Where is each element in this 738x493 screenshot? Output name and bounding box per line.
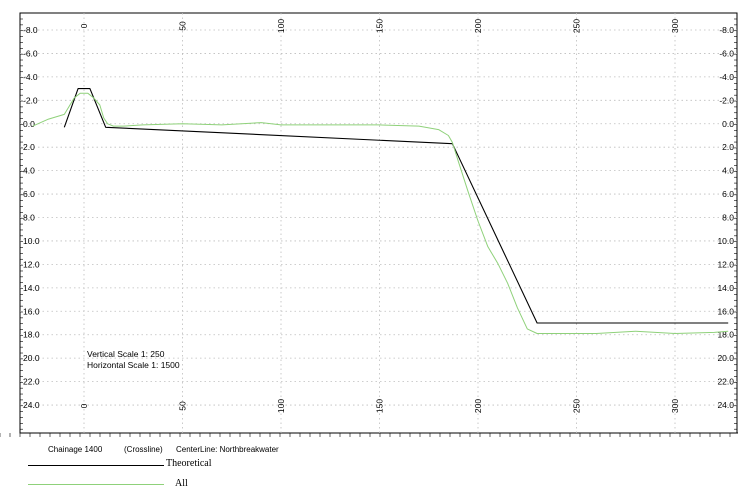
y-tick-label-left: 18.0 (23, 330, 40, 340)
legend-theoretical-swatch (28, 465, 164, 466)
plot-frame (0, 12, 738, 437)
x-tick-label-top: 250 (572, 19, 582, 33)
y-tick-label-right: 12.0 (717, 259, 734, 269)
y-tick-label-right: 6.0 (722, 189, 734, 199)
y-tick-label-right: 18.0 (717, 330, 734, 340)
y-axis-ticks: -8.0 -8.0 -6.0 -6.0 -4.0 -4.0 -2.0 -2.0 0.0 0.0 2.… (23, 25, 734, 410)
y-tick-label-left: 20.0 (23, 353, 40, 363)
y-tick-label-left: -8.0 (23, 25, 38, 35)
y-tick-label-right: -4.0 (719, 72, 734, 82)
y-tick-label-right: 14.0 (717, 283, 734, 293)
y-tick-label-right: -2.0 (719, 95, 734, 105)
y-tick-label-right: 22.0 (717, 377, 734, 387)
x-tick-label-bottom: 200 (473, 399, 483, 413)
y-tick-label-right: 8.0 (722, 213, 734, 223)
y-tick-label-left: 2.0 (23, 142, 35, 152)
y-tick-label-left: 0.0 (23, 119, 35, 129)
y-tick-label-right: -6.0 (719, 48, 734, 58)
y-tick-label-left: 16.0 (23, 306, 40, 316)
series-lines (32, 88, 729, 334)
y-tick-label-right: 10.0 (717, 236, 734, 246)
y-tick-label-left: 22.0 (23, 377, 40, 387)
y-tick-label-left: 14.0 (23, 283, 40, 293)
y-tick-label-left: 4.0 (23, 166, 35, 176)
legend-all-swatch (28, 484, 164, 485)
legend-theoretical-label: Theoretical (166, 458, 212, 469)
x-tick-label-top: 0 (79, 23, 89, 28)
grid (20, 13, 738, 433)
x-tick-label-bottom: 150 (375, 399, 385, 413)
y-tick-label-left: 6.0 (23, 189, 35, 199)
y-tick-label-right: 0.0 (722, 119, 734, 129)
x-tick-label-top: 200 (473, 19, 483, 33)
crossline-label: (Crossline) (124, 445, 163, 454)
y-tick-label-right: -8.0 (719, 25, 734, 35)
x-tick-label-bottom: 0 (79, 403, 89, 408)
y-tick-label-right: 4.0 (722, 166, 734, 176)
y-tick-label-right: 16.0 (717, 306, 734, 316)
y-tick-label-left: 8.0 (23, 213, 35, 223)
series-line-all (32, 92, 729, 334)
y-tick-label-left: -6.0 (23, 48, 38, 58)
chainage-label: Chainage 1400 (48, 445, 103, 454)
plot-border (19, 12, 738, 434)
y-tick-label-left: 10.0 (23, 236, 40, 246)
y-tick-label-right: 24.0 (717, 400, 734, 410)
x-tick-label-bottom: 100 (276, 399, 286, 413)
y-tick-label-right: 20.0 (717, 353, 734, 363)
x-tick-label-bottom: 50 (178, 401, 188, 411)
y-tick-label-right: 2.0 (722, 142, 734, 152)
y-tick-label-left: -2.0 (23, 95, 38, 105)
scale-annotation: Vertical Scale 1: 250 (87, 349, 165, 359)
x-tick-label-top: 100 (276, 19, 286, 33)
y-tick-label-left: -4.0 (23, 72, 38, 82)
series-line-theoretical (63, 88, 729, 324)
x-axis-ticks: 0 0 50 50 100 100 150 150 200 200 250 250 300 300 (79, 19, 680, 413)
x-tick-label-top: 300 (670, 19, 680, 33)
scale-annotation: Horizontal Scale 1: 1500 (87, 360, 180, 370)
x-tick-label-top: 150 (375, 19, 385, 33)
y-tick-label-left: 12.0 (23, 259, 40, 269)
x-tick-label-bottom: 250 (572, 399, 582, 413)
centerline-label: CenterLine: Northbreakwater (176, 445, 279, 454)
x-tick-label-top: 50 (178, 21, 188, 31)
y-tick-label-left: 24.0 (23, 400, 40, 410)
x-tick-label-bottom: 300 (670, 399, 680, 413)
legend-all-label: All (175, 478, 188, 489)
